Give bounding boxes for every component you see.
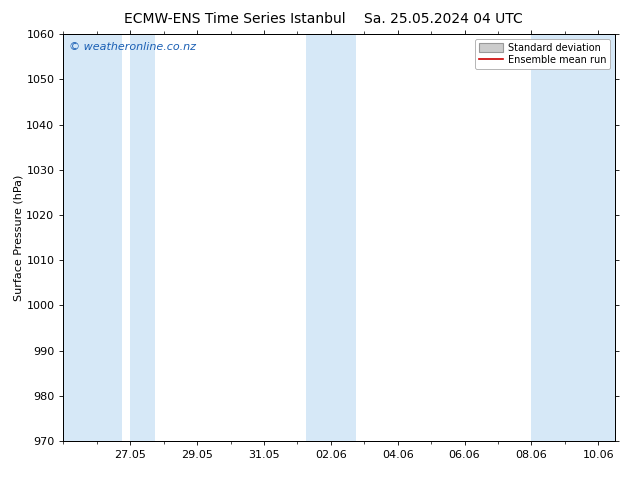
Bar [130,34,155,441]
Bar [63,34,122,441]
Bar [531,34,615,441]
Y-axis label: Surface Pressure (hPa): Surface Pressure (hPa) [13,174,23,301]
Text: ECMW-ENS Time Series Istanbul: ECMW-ENS Time Series Istanbul [124,12,346,26]
Legend: Standard deviation, Ensemble mean run: Standard deviation, Ensemble mean run [475,39,610,69]
Text: © weatheronline.co.nz: © weatheronline.co.nz [69,43,196,52]
Bar [306,34,356,441]
Text: Sa. 25.05.2024 04 UTC: Sa. 25.05.2024 04 UTC [365,12,523,26]
